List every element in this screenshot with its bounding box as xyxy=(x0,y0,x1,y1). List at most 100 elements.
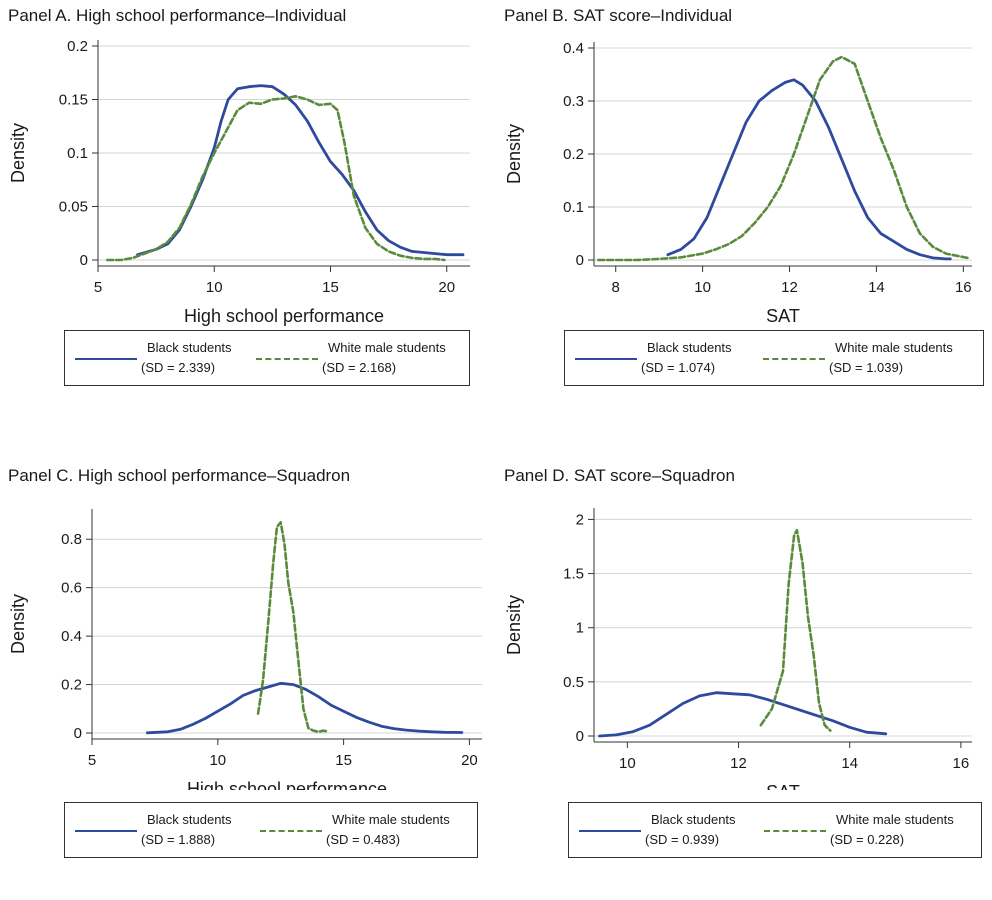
legend-sd-label: (SD = 2.168) xyxy=(322,360,397,375)
legend: Black students (SD = 2.339) White male s… xyxy=(64,330,470,386)
legend-line-white xyxy=(256,358,318,360)
y-tick-label: 0.3 xyxy=(563,93,584,110)
x-tick-label: 15 xyxy=(335,752,352,769)
x-tick-label: 10 xyxy=(206,279,223,296)
series-line-black xyxy=(136,84,465,257)
legend-line-black xyxy=(75,358,137,360)
x-tick-label: 14 xyxy=(841,755,858,772)
y-tick-label: 0.1 xyxy=(563,199,584,216)
y-axis-title: Density xyxy=(8,594,28,654)
y-tick-label: 0.1 xyxy=(67,145,88,162)
series-line-white xyxy=(106,95,446,262)
series-line-black xyxy=(598,691,888,738)
legend-sd-label: (SD = 0.939) xyxy=(645,832,720,847)
x-axis-title: High school performance xyxy=(184,306,384,326)
legend-entry-black: Black students (SD = 1.888) xyxy=(75,803,272,857)
legend-entry-black: Black students (SD = 2.339) xyxy=(75,331,268,385)
x-tick-label: 5 xyxy=(94,279,102,296)
chart-title: Panel D. SAT score–Squadron xyxy=(504,466,735,485)
y-tick-label: 0.2 xyxy=(61,677,82,694)
y-tick-label: 2 xyxy=(576,511,584,528)
y-tick-label: 0.8 xyxy=(61,531,82,548)
x-tick-label: 20 xyxy=(461,752,478,769)
density-plot: 0 0.5 1 1.5 2 10 12 14 16 SAT Density xyxy=(504,508,972,790)
legend-entry-white: White male students (SD = 1.039) xyxy=(763,331,963,385)
x-tick-label: 10 xyxy=(694,279,711,296)
x-axis-title: High school performance xyxy=(187,779,387,790)
panel-c: Panel C. High school performance–Squadro… xyxy=(0,460,496,900)
y-tick-label: 0.2 xyxy=(563,146,584,163)
x-tick-label: 16 xyxy=(955,279,972,296)
x-tick-label: 10 xyxy=(209,752,226,769)
legend-entry-black: Black students (SD = 1.074) xyxy=(575,331,775,385)
chart-title: Panel C. High school performance–Squadro… xyxy=(8,466,351,485)
y-axis-title: Density xyxy=(504,595,524,655)
legend-line-black xyxy=(579,830,641,832)
legend-sd-label: (SD = 0.483) xyxy=(326,832,401,847)
y-tick-label: 1 xyxy=(576,620,584,637)
legend-line-black xyxy=(575,358,637,360)
x-tick-label: 20 xyxy=(438,279,455,296)
panel-d: Panel D. SAT score–Squadron 0 0.5 1 1.5 2 10 1… xyxy=(496,460,992,900)
y-tick-label: 0.05 xyxy=(59,199,88,216)
legend-sd-label: (SD = 2.339) xyxy=(141,360,216,375)
density-plot: 0 0.2 0.4 0.6 0.8 5 10 15 20 High school performa… xyxy=(8,509,482,790)
series-line-white xyxy=(759,528,832,732)
chart-title: Panel B. SAT score–Individual xyxy=(504,6,733,25)
legend-sd-label: (SD = 1.888) xyxy=(141,832,216,847)
series-line-black xyxy=(666,78,952,261)
legend-entry-black: Black students (SD = 0.939) xyxy=(579,803,776,857)
x-axis-title: SAT xyxy=(766,782,800,790)
legend: Black students (SD = 1.888) White male s… xyxy=(64,802,478,858)
legend-line-black xyxy=(75,830,137,832)
legend-label: White male students xyxy=(332,812,450,827)
density-plot: 0 0.1 0.2 0.3 0.4 8 10 12 14 16 SAT Density xyxy=(504,40,972,326)
legend-label: White male students xyxy=(836,812,954,827)
x-tick-label: 12 xyxy=(730,755,747,772)
x-axis-title: SAT xyxy=(766,306,800,326)
chart-title: Panel A. High school performance–Individ… xyxy=(8,6,347,25)
x-tick-label: 12 xyxy=(781,279,798,296)
y-tick-label: 0.4 xyxy=(61,628,82,645)
y-tick-label: 0 xyxy=(74,725,82,742)
y-tick-label: 0.5 xyxy=(563,674,584,691)
legend-label: Black students xyxy=(647,340,732,355)
legend-line-white xyxy=(764,830,826,832)
series-line-white xyxy=(597,55,970,262)
y-tick-label: 0 xyxy=(80,252,88,269)
y-tick-label: 0.6 xyxy=(61,580,82,597)
legend-line-white xyxy=(763,358,825,360)
x-tick-label: 14 xyxy=(868,279,885,296)
legend-label: Black students xyxy=(147,340,232,355)
legend-sd-label: (SD = 0.228) xyxy=(830,832,905,847)
x-tick-label: 8 xyxy=(612,279,620,296)
y-tick-label: 0 xyxy=(576,728,584,745)
y-tick-label: 0.2 xyxy=(67,38,88,55)
y-axis-title: Density xyxy=(8,123,28,183)
legend-entry-white: White male students (SD = 0.228) xyxy=(764,803,961,857)
legend-entry-white: White male students (SD = 0.483) xyxy=(260,803,457,857)
y-tick-label: 1.5 xyxy=(563,566,584,583)
legend-label: White male students xyxy=(328,340,446,355)
legend-label: White male students xyxy=(835,340,953,355)
y-tick-label: 0 xyxy=(576,252,584,269)
y-axis-title: Density xyxy=(504,124,524,184)
legend-sd-label: (SD = 1.039) xyxy=(829,360,904,375)
legend: Black students (SD = 0.939) White male s… xyxy=(568,802,982,858)
x-tick-label: 16 xyxy=(953,755,970,772)
legend-label: Black students xyxy=(147,812,232,827)
x-tick-label: 5 xyxy=(88,752,96,769)
series-line-black xyxy=(145,681,464,735)
x-tick-label: 15 xyxy=(322,279,339,296)
density-plot: 0 0.05 0.1 0.15 0.2 5 10 15 20 High school perfor… xyxy=(8,38,470,326)
legend-sd-label: (SD = 1.074) xyxy=(641,360,716,375)
x-tick-label: 10 xyxy=(619,755,636,772)
panel-a: Panel A. High school performance–Individ… xyxy=(0,0,496,440)
y-tick-label: 0.15 xyxy=(59,92,88,109)
panel-b: Panel B. SAT score–Individual 0 0.1 0.2 0.3… xyxy=(496,0,992,440)
series-line-white xyxy=(256,520,330,734)
legend-line-white xyxy=(260,830,322,832)
legend-entry-white: White male students (SD = 2.168) xyxy=(256,331,449,385)
y-tick-label: 0.4 xyxy=(563,40,584,57)
legend: Black students (SD = 1.074) White male s… xyxy=(564,330,984,386)
